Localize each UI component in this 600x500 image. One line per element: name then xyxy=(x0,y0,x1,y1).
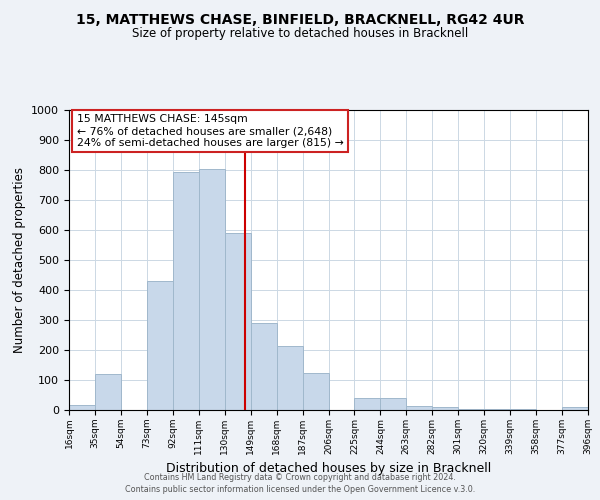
Bar xyxy=(173,172,199,410)
Bar xyxy=(484,408,510,410)
Bar xyxy=(432,407,458,410)
Bar xyxy=(458,408,484,410)
Bar xyxy=(380,398,406,410)
Bar xyxy=(562,407,588,410)
Text: Contains public sector information licensed under the Open Government Licence v.: Contains public sector information licen… xyxy=(125,484,475,494)
Text: 15, MATTHEWS CHASE, BINFIELD, BRACKNELL, RG42 4UR: 15, MATTHEWS CHASE, BINFIELD, BRACKNELL,… xyxy=(76,12,524,26)
Bar xyxy=(199,168,224,410)
Bar xyxy=(355,398,380,410)
Bar xyxy=(95,374,121,410)
Bar xyxy=(69,404,95,410)
Text: Contains HM Land Registry data © Crown copyright and database right 2024.: Contains HM Land Registry data © Crown c… xyxy=(144,473,456,482)
Bar xyxy=(224,233,251,410)
Text: 15 MATTHEWS CHASE: 145sqm
← 76% of detached houses are smaller (2,648)
24% of se: 15 MATTHEWS CHASE: 145sqm ← 76% of detac… xyxy=(77,114,344,148)
Y-axis label: Number of detached properties: Number of detached properties xyxy=(13,167,26,353)
Text: Size of property relative to detached houses in Bracknell: Size of property relative to detached ho… xyxy=(132,28,468,40)
X-axis label: Distribution of detached houses by size in Bracknell: Distribution of detached houses by size … xyxy=(166,462,491,475)
Bar xyxy=(147,281,173,410)
Bar xyxy=(302,372,329,410)
Bar xyxy=(277,346,302,410)
Bar xyxy=(406,406,432,410)
Bar xyxy=(510,408,536,410)
Bar xyxy=(251,323,277,410)
